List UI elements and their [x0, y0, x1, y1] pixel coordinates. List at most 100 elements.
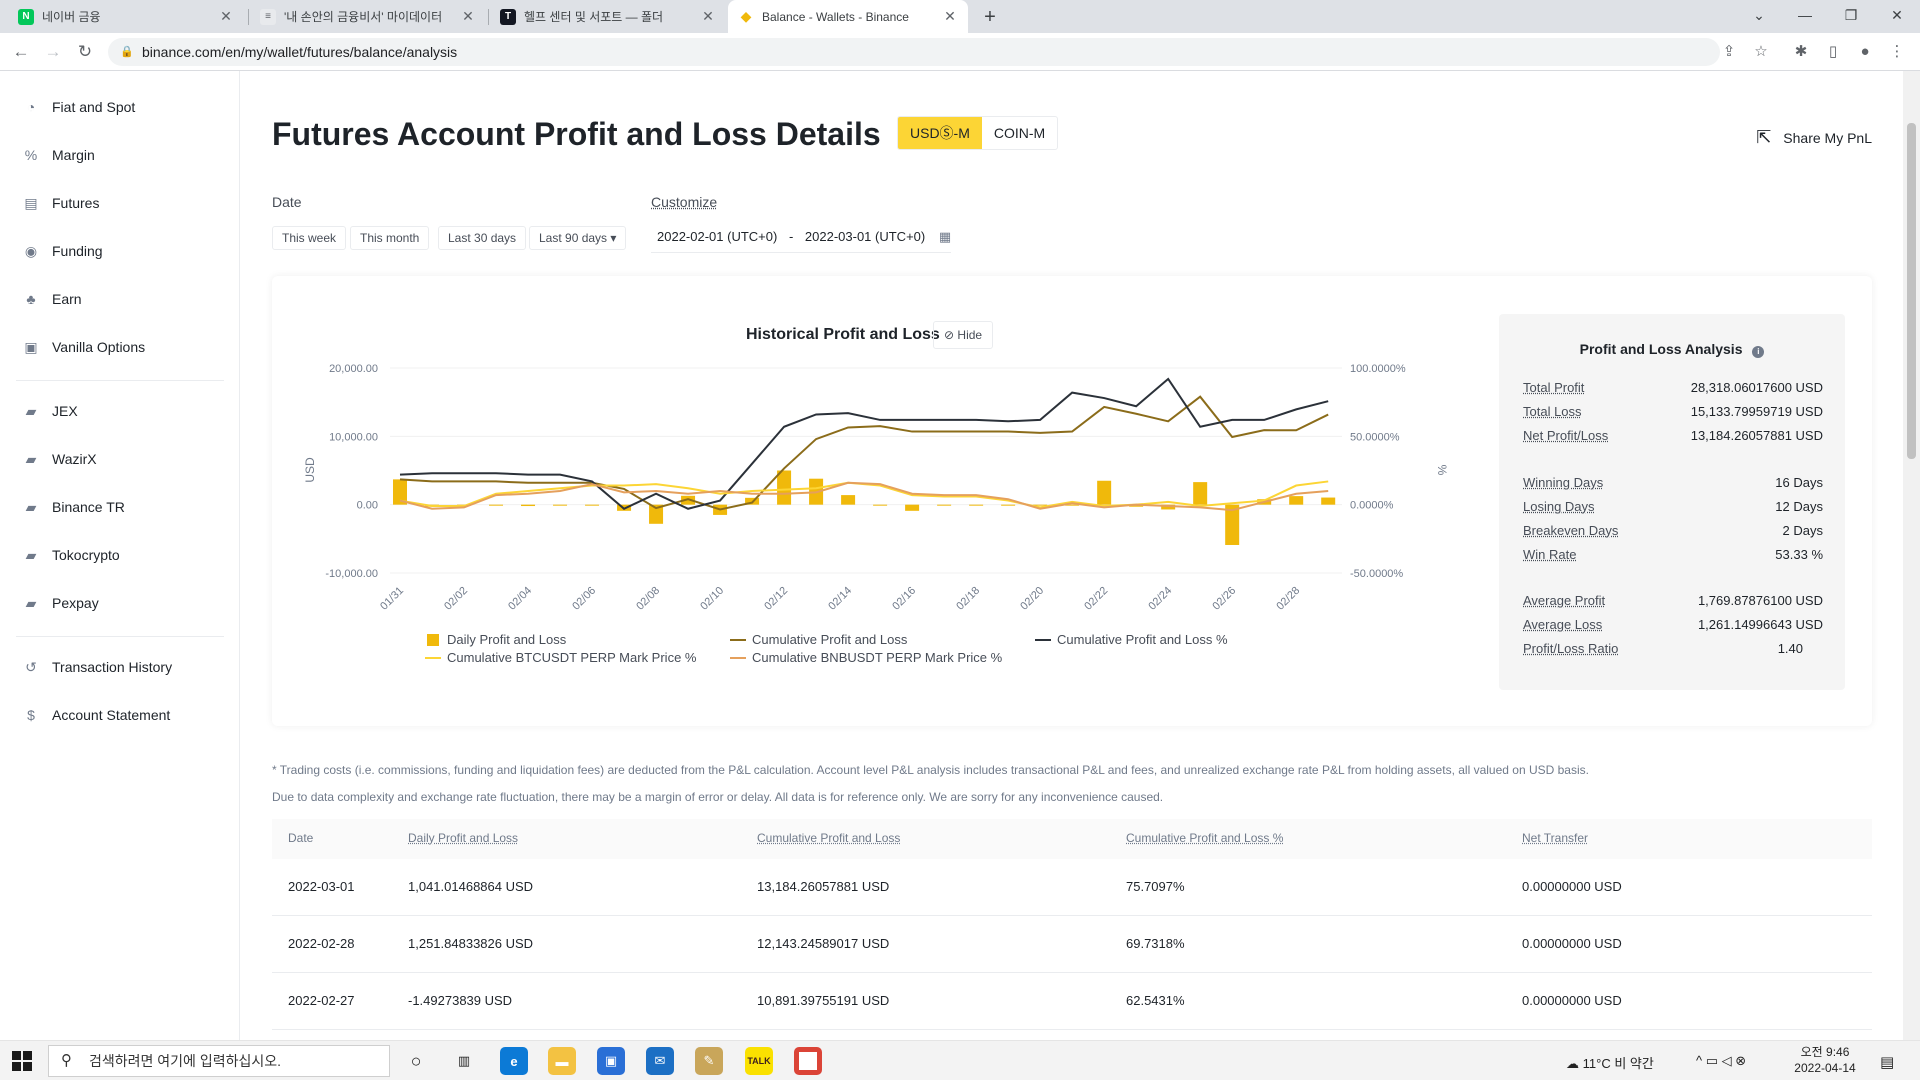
share-pnl-button[interactable]: ⇱ Share My PnL: [1756, 127, 1872, 148]
clock[interactable]: 오전 9:46 2022-04-14: [1790, 1044, 1860, 1076]
tab-search-icon[interactable]: ⌄: [1753, 7, 1765, 23]
scrollbar-thumb[interactable]: [1907, 123, 1916, 459]
kakaotalk-icon[interactable]: TALK: [745, 1047, 773, 1075]
this-week-chip[interactable]: This week: [272, 226, 347, 250]
close-tab-icon[interactable]: ✕: [944, 8, 956, 24]
sidebar-item-margin[interactable]: % Margin: [22, 143, 95, 167]
cell-daily-pnl: 1,041.01468864 USD: [408, 879, 534, 894]
coin-m-tab[interactable]: COIN-M: [993, 125, 1046, 141]
column-header-net-transfer[interactable]: Net Transfer: [1522, 831, 1589, 845]
pnl-key[interactable]: Average Loss: [1523, 617, 1603, 632]
sidebar-item-transaction-history[interactable]: ↺ Transaction History: [22, 655, 172, 679]
sidebar-item-label: Margin: [52, 147, 95, 163]
address-bar[interactable]: 🔒 binance.com/en/my/wallet/futures/balan…: [108, 38, 1720, 66]
column-header-cumulative-pnl[interactable]: Cumulative Profit and Loss: [757, 831, 901, 845]
windows-start-icon[interactable]: [12, 1051, 32, 1071]
weather-widget[interactable]: ☁ 11°C 비 약간: [1566, 1053, 1654, 1072]
table-row: 2022-03-01 1,041.01468864 USD 13,184.260…: [272, 859, 1872, 916]
sidebar-item-futures[interactable]: ▤ Futures: [22, 191, 99, 215]
sidebar-item-tokocrypto[interactable]: ▰ Tokocrypto: [22, 543, 120, 567]
calendar-icon[interactable]: ▦: [938, 229, 952, 244]
exchange-icon: ▰: [25, 498, 37, 515]
close-tab-icon[interactable]: ✕: [220, 8, 232, 24]
store-icon[interactable]: ▣: [597, 1047, 625, 1075]
mail-icon[interactable]: ✉: [646, 1047, 674, 1075]
file-explorer-icon[interactable]: ▬: [548, 1047, 576, 1075]
pnl-key[interactable]: Total Profit: [1523, 380, 1585, 395]
last-30-days-chip[interactable]: Last 30 days: [438, 226, 527, 250]
system-tray-icons[interactable]: ^ ▭ ◁ ⊗: [1696, 1053, 1747, 1068]
cell-daily-pnl: 1,251.84833826 USD: [408, 936, 534, 951]
sidebar-item-account-statement[interactable]: $ Account Statement: [22, 703, 170, 727]
daily-pnl-bar: [553, 504, 568, 506]
usd-m-tab[interactable]: USDⓈ-M: [898, 117, 982, 149]
table-header: Date Daily Profit and Loss Cumulative Pr…: [272, 819, 1872, 859]
back-icon[interactable]: ←: [12, 42, 30, 61]
pnl-key[interactable]: Average Profit: [1523, 593, 1606, 608]
extensions-icon[interactable]: ✱: [1794, 43, 1808, 60]
margin-type-toggle: USDⓈ-M COIN-M: [897, 116, 1059, 150]
edge-icon[interactable]: e: [500, 1047, 528, 1075]
chrome-icon[interactable]: [794, 1047, 822, 1075]
notification-icon[interactable]: ▤: [1880, 1054, 1895, 1071]
legend-label: Cumulative BNBUSDT PERP Mark Price %: [752, 650, 1003, 665]
column-header-cumulative-pnl-percent[interactable]: Cumulative Profit and Loss %: [1126, 831, 1284, 845]
x-tick-label: 02/16: [890, 585, 918, 613]
column-header-daily-pnl[interactable]: Daily Profit and Loss: [408, 831, 519, 845]
pnl-key[interactable]: Total Loss: [1523, 404, 1582, 419]
share-page-icon[interactable]: ⇪: [1722, 43, 1736, 60]
pnl-key[interactable]: Breakeven Days: [1523, 523, 1619, 538]
reload-icon[interactable]: ↻: [77, 42, 93, 61]
date-range-picker[interactable]: 2022-02-01 (UTC+0) - 2022-03-01 (UTC+0) …: [651, 221, 951, 253]
cell-net-transfer: 0.00000000 USD: [1522, 936, 1622, 951]
browser-tab-4-active[interactable]: ◆ Balance - Wallets - Binance ✕: [728, 0, 968, 33]
cell-net-transfer: 0.00000000 USD: [1522, 879, 1622, 894]
options-icon: ▣: [24, 338, 38, 355]
hide-chart-button[interactable]: ⊘ Hide: [933, 321, 994, 349]
pnl-key[interactable]: Profit/Loss Ratio: [1523, 641, 1619, 656]
tab-title: '내 손안의 금융비서' 마이데이터: [284, 10, 443, 24]
sidebar-divider: [16, 636, 224, 637]
new-tab-icon[interactable]: +: [984, 6, 996, 28]
taskbar-search-input[interactable]: ⚲ 검색하려면 여기에 입력하십시오.: [48, 1045, 390, 1077]
wallet-icon: ◔: [26, 99, 36, 115]
browser-tab-2[interactable]: ≡ '내 손안의 금융비서' 마이데이터 ✕: [250, 0, 486, 33]
profile-avatar-icon[interactable]: ●: [1860, 43, 1870, 60]
sidebar-item-earn[interactable]: ♣ Earn: [22, 287, 81, 311]
tradingview-favicon-icon: T: [500, 8, 516, 25]
pnl-value: 15,133.79959719 USD: [1690, 404, 1823, 419]
menu-kebab-icon[interactable]: ⋮: [1889, 43, 1905, 60]
cortana-icon[interactable]: ○: [410, 1050, 422, 1071]
info-icon[interactable]: i: [1752, 345, 1765, 358]
pnl-key[interactable]: Losing Days: [1523, 499, 1595, 514]
sidebar-item-pexpay[interactable]: ▰ Pexpay: [22, 591, 99, 615]
pnl-key[interactable]: Win Rate: [1523, 547, 1577, 562]
browser-tab-1[interactable]: N 네이버 금융 ✕: [8, 0, 244, 33]
browser-tab-3[interactable]: T 헬프 센터 및 서포트 — 폴더 ✕: [490, 0, 726, 33]
minimize-icon[interactable]: —: [1798, 7, 1812, 23]
last-90-days-dropdown[interactable]: Last 90 days ▾: [529, 226, 627, 250]
sidebar-item-binance-tr[interactable]: ▰ Binance TR: [22, 495, 125, 519]
sidebar-item-fiat-and-spot[interactable]: ◔ Fiat and Spot: [22, 95, 136, 119]
sidebar-item-wazirx[interactable]: ▰ WazirX: [22, 447, 97, 471]
side-panel-icon[interactable]: ▯: [1828, 43, 1838, 60]
daily-pnl-bar: [1225, 504, 1240, 545]
bookmark-star-icon[interactable]: ☆: [1754, 43, 1768, 60]
close-tab-icon[interactable]: ✕: [702, 8, 714, 24]
pnl-key[interactable]: Net Profit/Loss: [1523, 428, 1609, 443]
restore-icon[interactable]: ❐: [1844, 7, 1858, 23]
this-month-chip[interactable]: This month: [350, 226, 430, 250]
weather-text: 11°C 비 약간: [1582, 1056, 1654, 1071]
task-view-icon[interactable]: ▥: [457, 1053, 471, 1068]
page-content: ◔ Fiat and Spot % Margin ▤ Futures ◉ Funding…: [0, 71, 1920, 1040]
forward-icon[interactable]: →: [44, 42, 62, 61]
sidebar-item-vanilla-options[interactable]: ▣ Vanilla Options: [22, 335, 145, 359]
pnl-key[interactable]: Winning Days: [1523, 475, 1604, 490]
sidebar-item-funding[interactable]: ◉ Funding: [22, 239, 103, 263]
app-icon[interactable]: ✎: [695, 1047, 723, 1075]
close-window-icon[interactable]: ✕: [1891, 7, 1903, 23]
close-tab-icon[interactable]: ✕: [462, 8, 474, 24]
sidebar-item-label: Futures: [52, 195, 100, 211]
sidebar-item-jex[interactable]: ▰ JEX: [22, 399, 78, 423]
page-scrollbar[interactable]: [1903, 71, 1920, 1040]
